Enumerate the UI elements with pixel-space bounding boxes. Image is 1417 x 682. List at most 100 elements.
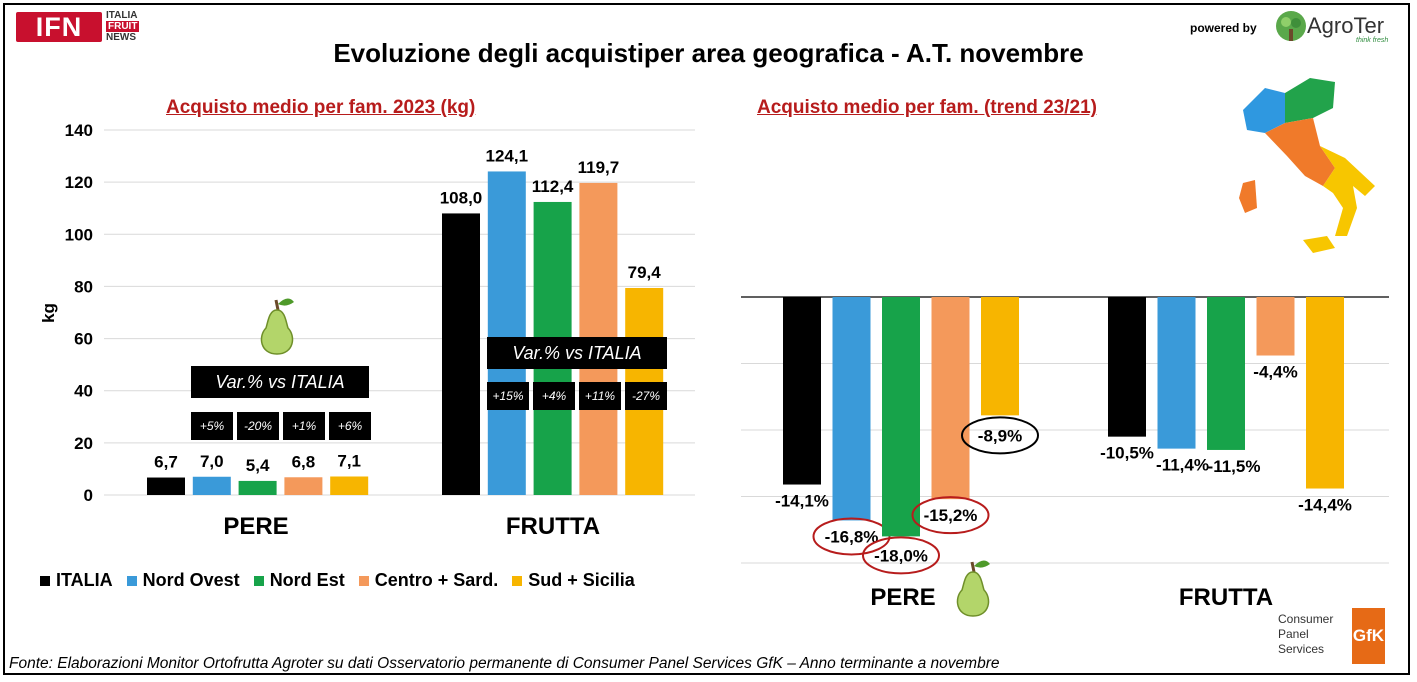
legend-swatch <box>253 575 264 586</box>
ifn-logo-line-2: FRUIT <box>106 21 140 32</box>
y-tick-label: 60 <box>74 330 93 349</box>
data-label: 79,4 <box>628 263 662 282</box>
ifn-logo: IFN ITALIA FRUIT NEWS <box>16 8 162 46</box>
data-label: -18,0% <box>874 546 928 565</box>
legend-item-nord-est: Nord Est <box>253 570 345 591</box>
page-title: Evoluzione degli acquistiper area geogra… <box>333 38 1084 68</box>
chart-legend: ITALIA Nord Ovest Nord Est Centro + Sard… <box>40 570 635 591</box>
legend-label: Sud + Sicilia <box>528 570 635 590</box>
highlight-circle <box>812 517 891 556</box>
powered-by-label: powered by <box>1190 21 1257 35</box>
y-tick-label: 80 <box>74 277 93 296</box>
bar-pere-nord-est <box>882 297 920 537</box>
data-label: -11,5% <box>1208 457 1261 476</box>
data-label: 7,1 <box>337 451 361 470</box>
agroter-tagline: think fresh <box>1356 37 1389 44</box>
pear-icon <box>260 298 294 355</box>
ifn-logo-main: IFN <box>16 12 102 42</box>
pear-icon-2 <box>956 560 990 617</box>
legend-item-italia: ITALIA <box>40 570 113 591</box>
legend-item-centro: Centro + Sard. <box>358 570 499 591</box>
category-label-frutta: FRUTTA <box>1179 584 1273 611</box>
data-label: 119,7 <box>578 158 620 177</box>
bar-frutta-centro-sard <box>1256 297 1295 356</box>
data-label: -14,4% <box>1298 496 1352 515</box>
highlight-circle <box>911 496 990 535</box>
ifn-logo-line-1: ITALIA <box>106 10 138 21</box>
pere-var-sud: +6% <box>329 412 371 440</box>
bar-pere-sud-sicilia <box>330 476 369 495</box>
cps-line-1: Consumer <box>1278 612 1334 626</box>
bar-frutta-nord-est <box>1207 297 1245 450</box>
right-bar-chart: -14,1%-16,8%-18,0%-15,2%-8,9%PERE-10,5%-… <box>741 296 1389 611</box>
right-chart-title: Acquisto medio per fam. (trend 23/21) <box>757 97 1097 118</box>
pere-var-nord-est: -20% <box>237 412 279 440</box>
bar-pere-italia <box>147 477 185 495</box>
bar-frutta-nord-ovest <box>1157 297 1196 449</box>
data-label: -10,5% <box>1100 444 1154 463</box>
legend-swatch <box>126 575 137 586</box>
cps-line-3: Services <box>1278 642 1325 656</box>
legend-swatch <box>512 575 523 586</box>
legend-label: Nord Est <box>269 570 345 590</box>
data-label: 6,8 <box>292 452 316 471</box>
legend-label: ITALIA <box>56 570 113 590</box>
agroter-tree-icon <box>1276 11 1306 41</box>
frutta-var-centro: +11% <box>579 382 621 410</box>
data-label: -14,1% <box>775 492 829 511</box>
bar-frutta-sud-sicilia <box>1306 297 1344 489</box>
consumer-panel-services: Consumer Panel Services <box>1278 612 1333 657</box>
data-label: 112,4 <box>532 177 574 196</box>
category-label-pere: PERE <box>870 584 935 611</box>
y-tick-label: 100 <box>65 225 93 244</box>
italy-map-icon <box>1239 78 1375 253</box>
frutta-var-sud: -27% <box>625 382 667 410</box>
bar-frutta-italia <box>1108 297 1146 437</box>
bar-pere-nord-ovest <box>832 297 871 521</box>
legend-label: Centro + Sard. <box>374 570 499 590</box>
y-tick-label: 140 <box>65 121 93 140</box>
data-label: 108,0 <box>440 188 483 207</box>
cps-line-2: Panel <box>1278 627 1309 641</box>
pere-variation-header: Var.% vs ITALIA <box>191 366 369 398</box>
category-label-pere: PERE <box>223 513 288 540</box>
frutta-variation-header: Var.% vs ITALIA <box>487 337 667 369</box>
data-label: -15,2% <box>924 506 978 525</box>
y-axis-label: kg <box>39 303 58 323</box>
bar-pere-nord-ovest <box>192 476 231 495</box>
data-label: 124,1 <box>486 146 529 165</box>
ifn-logo-line-3: NEWS <box>106 32 136 43</box>
legend-swatch <box>358 575 369 586</box>
y-tick-label: 120 <box>65 173 93 192</box>
ifn-logo-sub: ITALIA FRUIT NEWS <box>106 10 140 43</box>
frame-border <box>3 3 1410 675</box>
legend-item-nord-ovest: Nord Ovest <box>126 570 240 591</box>
category-label-frutta: FRUTTA <box>506 513 600 540</box>
highlight-circle <box>862 536 940 575</box>
legend-label: Nord Ovest <box>142 570 240 590</box>
data-label: 5,4 <box>246 456 270 475</box>
y-tick-label: 20 <box>74 434 93 453</box>
frutta-var-nord-ovest: +15% <box>487 382 529 410</box>
bar-pere-centro-sard <box>284 477 323 495</box>
y-tick-label: 0 <box>84 486 93 505</box>
frutta-var-nord-est: +4% <box>533 382 575 410</box>
bar-frutta-italia <box>442 213 480 495</box>
data-label: -11,4% <box>1156 456 1209 475</box>
data-label: 6,7 <box>154 453 178 472</box>
data-label: -4,4% <box>1253 363 1297 382</box>
y-tick-label: 40 <box>74 382 93 401</box>
source-note: Fonte: Elaborazioni Monitor Ortofrutta A… <box>9 655 1000 672</box>
bar-frutta-nord-ovest <box>487 171 526 496</box>
data-label: 7,0 <box>200 452 224 471</box>
agroter-brand: AgroTer <box>1307 13 1385 38</box>
left-chart-title: Acquisto medio per fam. 2023 (kg) <box>166 97 476 118</box>
data-label: -16,8% <box>825 527 879 546</box>
highlight-circle <box>961 416 1039 455</box>
gfk-logo: GfK <box>1352 608 1385 664</box>
bar-pere-nord-est <box>238 480 277 495</box>
pere-var-centro: +1% <box>283 412 325 440</box>
legend-swatch <box>40 575 50 586</box>
bar-pere-sud-sicilia <box>981 297 1019 416</box>
pere-var-nord-ovest: +5% <box>191 412 233 440</box>
